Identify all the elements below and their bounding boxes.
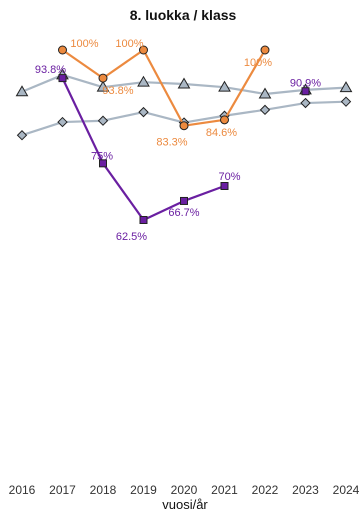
series-2-line-segment <box>102 81 144 89</box>
series-0-point <box>180 196 188 205</box>
series-2-point <box>339 81 353 93</box>
series-1-line-segment <box>142 49 185 127</box>
series-3-line-segment <box>305 100 347 105</box>
x-tick-label: 2017 <box>49 483 76 497</box>
series-1-line-segment <box>102 49 145 80</box>
series-0-data-label: 66.7% <box>168 207 199 219</box>
x-tick-label: 2020 <box>171 483 198 497</box>
series-0-point <box>220 182 229 190</box>
series-3-line-segment <box>143 111 185 124</box>
series-3-point <box>340 96 352 107</box>
series-3-line-segment <box>264 101 306 111</box>
series-1-labels: 100% 93.8% 100% 83.3% 84.6% 100% <box>70 38 272 149</box>
series-1 <box>58 45 270 131</box>
series-3-line-segment <box>102 111 144 122</box>
series-2-point <box>96 80 110 92</box>
series-2-line-segment <box>264 88 306 96</box>
series-0-data-label: 75% <box>91 150 113 162</box>
x-tick-label: 2016 <box>9 483 36 497</box>
series-2-line-segment <box>305 86 347 91</box>
x-axis-label: vuosi/år <box>162 497 208 512</box>
series-3 <box>16 96 352 141</box>
series-3-line-segment <box>21 121 63 137</box>
series-0-point <box>99 159 107 168</box>
series-3-point <box>259 104 271 116</box>
x-tick-label: 2022 <box>252 483 279 497</box>
series-0-data-label: 62.5% <box>116 231 147 243</box>
series-1-point <box>58 45 67 55</box>
x-tick-label: 2021 <box>211 483 238 497</box>
series-1-point <box>260 45 270 55</box>
series-1-point <box>139 45 148 55</box>
series-3-point <box>16 130 28 141</box>
series-3-point <box>300 97 311 109</box>
series-1-data-label: 100% <box>244 57 272 69</box>
series-0-line-segment <box>102 162 145 221</box>
series-0-line-segment <box>183 184 225 202</box>
series-0-labels: 93.8% 75% 62.5% 66.7% 70% 90.9% <box>35 64 321 243</box>
series-2-point <box>15 85 29 97</box>
series-1-data-label: 83.3% <box>156 137 187 149</box>
series-2-point <box>177 77 191 89</box>
series-0-point <box>301 87 310 96</box>
series-0-data-label: 70% <box>218 171 240 183</box>
series-3-line-segment <box>183 114 225 124</box>
series-2-line-segment <box>224 86 266 96</box>
series-0 <box>58 74 310 224</box>
series-0-data-label: 90.9% <box>290 77 321 89</box>
series-2-point <box>258 87 272 99</box>
x-tick-label: 2019 <box>130 483 157 497</box>
x-tick-label: 2024 <box>333 483 360 497</box>
series-1-data-label: 84.6% <box>206 127 237 139</box>
series-3-point <box>97 115 109 126</box>
series-2-line-segment <box>143 81 185 86</box>
series-3-line-segment <box>224 108 266 117</box>
series-1-data-label: 93.8% <box>102 85 133 97</box>
series-1-data-label: 100% <box>115 38 143 50</box>
series-2-point <box>218 80 231 92</box>
series-3-point <box>138 106 149 118</box>
series-2-line-segment <box>183 82 225 89</box>
series-2-line-segment <box>62 73 104 89</box>
series-layer: 93.8% 75% 62.5% 66.7% 70% 90.9% 100% 93.8% 100% 8… <box>15 38 353 243</box>
chart-title: 8. luokka / klass <box>130 7 237 23</box>
series-1-point <box>220 115 229 125</box>
series-1-line-segment <box>183 118 225 127</box>
series-1-line-segment <box>61 49 104 80</box>
series-0-point <box>139 216 148 224</box>
series-1-line-segment <box>223 49 266 121</box>
series-2-point <box>137 75 150 87</box>
series-1-data-label: 100% <box>70 38 98 50</box>
series-0-line-segment <box>143 199 185 221</box>
series-3-point <box>57 116 68 128</box>
series-0-data-label: 93.8% <box>35 64 66 76</box>
series-0-point <box>58 74 67 83</box>
series-2-line-segment <box>21 73 63 93</box>
x-axis-ticks: 2016 2017 2018 2019 2020 2021 2022 2023 2024 <box>9 483 360 497</box>
series-1-point <box>98 73 108 83</box>
x-tick-label: 2018 <box>90 483 117 497</box>
series-2 <box>15 68 353 99</box>
series-1-point <box>179 121 189 131</box>
x-tick-label: 2023 <box>292 483 319 497</box>
series-0-line-segment <box>61 77 104 164</box>
